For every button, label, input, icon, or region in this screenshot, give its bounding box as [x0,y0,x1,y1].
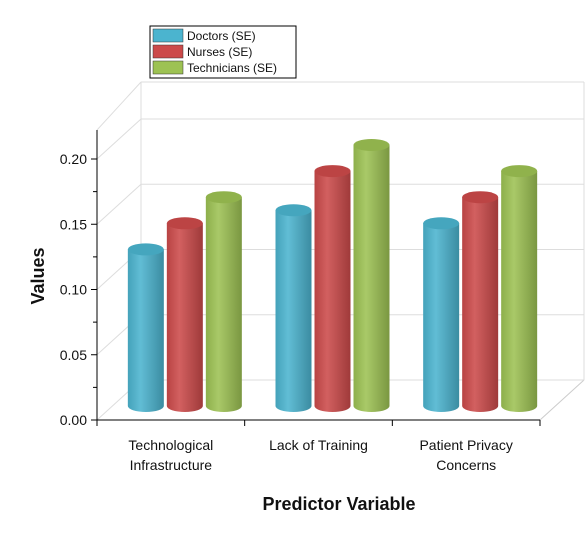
bar-doctors-se-2 [275,204,312,413]
bar-body [166,223,203,413]
bar-nurses-se-3 [462,191,499,413]
x-axis-title: Predictor Variable [262,494,415,514]
bar-top-cap [166,217,203,230]
x-category-label: Lack of Training [269,437,368,453]
y-axis-title: Values [28,247,48,304]
x-category-label: Technological [128,437,213,453]
bar-top-cap [205,191,242,204]
bar-nurses-se-1 [166,217,203,413]
y-tick-label: 0.15 [60,216,87,232]
bar-body [462,197,499,413]
side-wall-top-edge [96,81,142,131]
bar-doctors-se-3 [423,217,460,413]
bar-body [127,249,164,412]
bar-top-cap [501,165,538,178]
legend-swatch [152,28,184,43]
bar-nurses-se-2 [314,165,351,413]
legend-label: Technicians (SE) [187,61,277,75]
y-tick-label: 0.10 [60,282,87,298]
legend-label: Nurses (SE) [187,45,252,59]
bar-top-cap [462,191,499,204]
bar-top-cap [423,217,460,230]
gridline-side [96,118,142,160]
bar-top-cap [127,243,164,256]
bars [127,139,538,413]
legend: Doctors (SE) Nurses (SE) Technicians (SE) [149,25,297,79]
bar-technicians-se-3 [501,165,538,412]
legend-swatch [152,60,184,75]
bar-body [501,171,538,412]
bar-technicians-se-2 [353,139,390,413]
y-tick-label: 0.20 [60,151,87,167]
x-category-label: Concerns [436,457,496,473]
bar-top-cap [275,204,312,217]
y-tick-label: 0.00 [60,412,87,428]
bar-body [275,210,312,413]
x-category-label: Patient Privacy [419,437,512,453]
bar-body [353,145,390,413]
floor-right-edge [539,379,585,421]
legend-label: Doctors (SE) [187,29,256,43]
bar-body [314,171,351,413]
bar-doctors-se-1 [127,243,164,412]
y-tick-label: 0.05 [60,347,87,363]
bar-top-cap [314,165,351,178]
bar-technicians-se-1 [205,191,242,413]
x-category-label: Infrastructure [130,457,213,473]
x-category-labels: Technological Infrastructure Lack of Train… [128,437,512,473]
bar-body [205,197,242,413]
bar-body [423,223,460,413]
bar-top-cap [353,139,390,151]
y-tick-labels: 0.00 0.05 0.10 0.15 0.20 [60,151,87,428]
chart-axes [91,130,541,426]
gridline-side [96,183,142,225]
legend-swatch [152,44,184,59]
